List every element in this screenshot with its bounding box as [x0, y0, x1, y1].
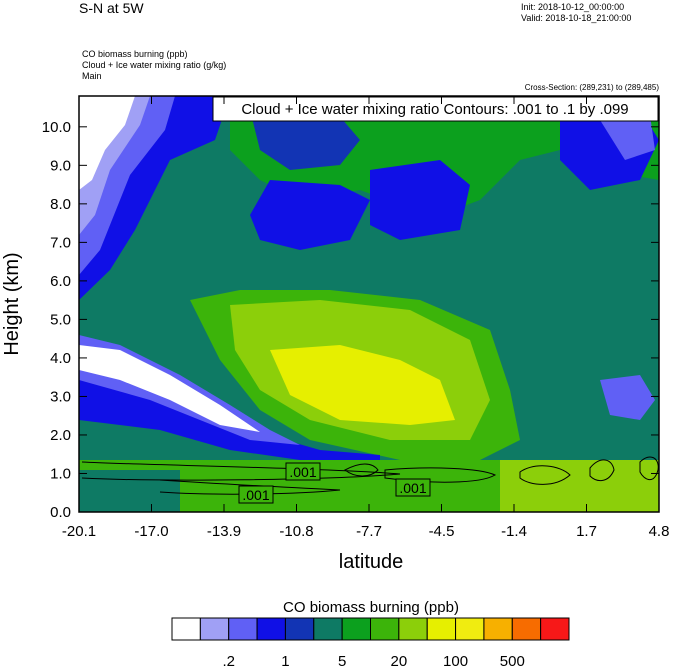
y-tick-label: 8.0 [50, 196, 71, 213]
y-tick-label: 10.0 [42, 119, 71, 136]
y-tick-label: 6.0 [50, 273, 71, 290]
colorbar-swatch [511, 617, 542, 641]
colorbar-tick-label: 500 [500, 653, 525, 668]
x-tick-label: 1.7 [576, 523, 597, 540]
valid-time: Valid: 2018-10-18_21:00:00 [521, 13, 632, 23]
contour-label: .001 [399, 480, 426, 496]
colorbar-swatch [199, 617, 230, 641]
colorbar-swatch [455, 617, 485, 641]
colorbar-swatch [341, 617, 371, 641]
y-tick-label: 1.0 [50, 465, 71, 482]
colorbar-tick-label: 5 [338, 653, 346, 668]
colorbar-swatch [313, 617, 343, 641]
x-tick-label: -4.5 [429, 523, 455, 540]
colorbar-swatch [228, 617, 258, 641]
y-tick-label: 4.0 [50, 350, 71, 367]
co-shading [79, 96, 659, 512]
x-axis-label: latitude [339, 551, 404, 573]
contour-title-box [212, 96, 659, 122]
colorbar-swatch [398, 617, 428, 641]
x-tick-label: -20.1 [62, 523, 96, 540]
y-tick-label: 7.0 [50, 234, 71, 251]
y-tick-label: 9.0 [50, 157, 71, 174]
contour-label: .001 [242, 487, 269, 503]
colorbar-tick-label: .2 [222, 653, 235, 668]
init-time: Init: 2018-10-12_00:00:00 [521, 2, 625, 12]
colorbar-title: CO biomass burning (ppb) [283, 599, 459, 616]
x-tick-label: -17.0 [134, 523, 168, 540]
x-tick-label: -13.9 [207, 523, 241, 540]
colorbar-swatch [284, 617, 315, 641]
contour-label: .001 [289, 464, 316, 480]
x-axis: -20.1 -17.0 -13.9 -10.8 -7.7 -4.5 -1.4 1.7 4.8 [62, 96, 670, 540]
y-tick-label: 0.0 [50, 504, 71, 521]
colorbar-swatch [483, 617, 513, 641]
colorbar-swatch [171, 617, 201, 641]
y-tick-label: 2.0 [50, 427, 71, 444]
colorbar-swatch [540, 617, 570, 641]
contour-title: Cloud + Ice water mixing ratio Contours:… [241, 101, 628, 118]
colorbar-swatch [256, 617, 286, 641]
y-tick-label: 3.0 [50, 388, 71, 405]
x-tick-label: 4.8 [649, 523, 670, 540]
contour-label-box [238, 485, 274, 504]
contour-label-box [395, 478, 431, 497]
colorbar-tick-label: 1 [281, 653, 289, 668]
field-name-cloud: Cloud + Ice water mixing ratio (g/kg) [82, 60, 227, 70]
y-axis: 0.0 1.0 2.0 3.0 4.0 5.0 6.0 7.0 8.0 9.0 10.0 [42, 119, 659, 521]
y-axis-label: Height (km) [1, 252, 23, 355]
cross-section-label: Cross-Section: (289,231) to (289,485) [524, 83, 659, 92]
field-name-main: Main [82, 71, 102, 81]
contour-labels: .001 .001 .001 [238, 462, 431, 504]
colorbar-tick-label: 100 [443, 653, 468, 668]
field-name-co: CO biomass burning (ppb) [82, 49, 188, 59]
x-tick-label: -1.4 [501, 523, 527, 540]
plot-title: S-N at 5W [79, 0, 144, 16]
x-tick-label: -10.8 [279, 523, 313, 540]
colorbar: .2 1 5 20 100 500 [171, 617, 570, 668]
colorbar-swatch [370, 617, 400, 641]
contour-label-box [285, 462, 321, 481]
cloud-contours [81, 456, 659, 495]
y-tick-label: 5.0 [50, 311, 71, 328]
colorbar-swatch [426, 617, 457, 641]
x-tick-label: -7.7 [356, 523, 382, 540]
colorbar-tick-label: 20 [391, 653, 408, 668]
